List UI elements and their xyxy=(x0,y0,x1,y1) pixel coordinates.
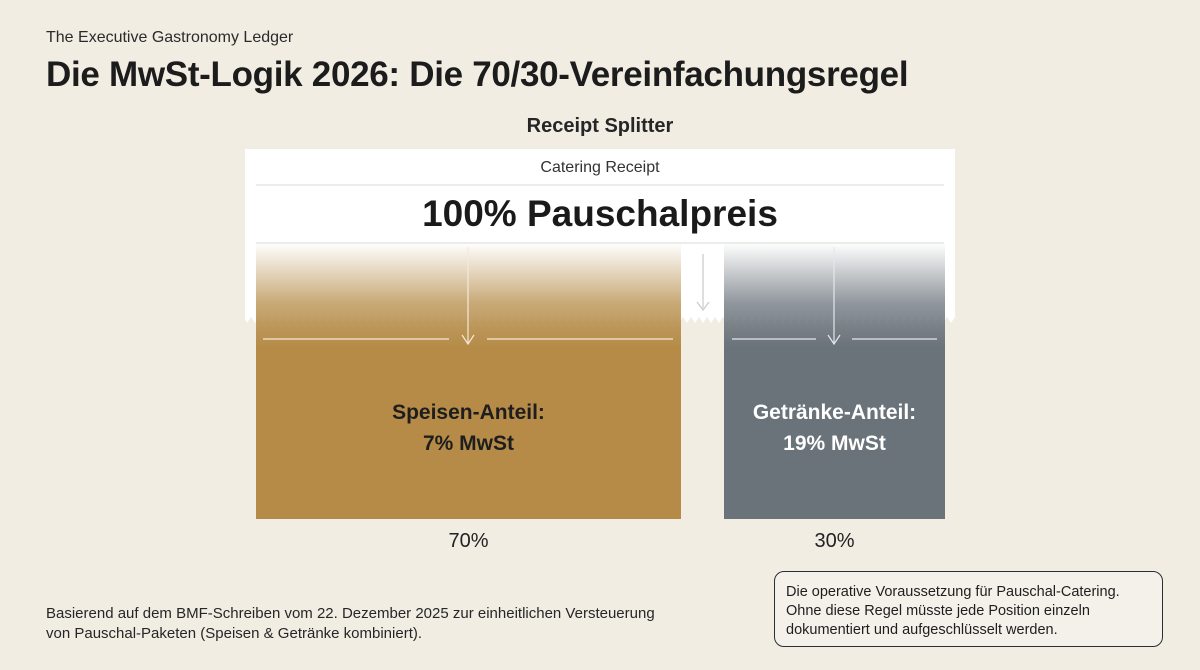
food-share-bar: Speisen-Anteil: 7% MwSt xyxy=(256,243,681,519)
receipt-total: 100% Pauschalpreis xyxy=(422,193,778,234)
drink-arrow xyxy=(732,247,937,346)
food-tax-rate: 7% MwSt xyxy=(422,432,514,455)
callout-box: Die operative Voraussetzung für Pauschal… xyxy=(774,571,1163,647)
drink-tax-rate: 19% MwSt xyxy=(783,432,886,455)
receipt-label: Catering Receipt xyxy=(540,159,660,176)
drink-share-percent: 30% xyxy=(814,530,855,552)
eyebrow: The Executive Gastronomy Ledger xyxy=(46,29,294,46)
split-arrow-center xyxy=(696,254,710,311)
food-share-label: Speisen-Anteil: xyxy=(392,401,545,424)
page-title: Die MwSt-Logik 2026: Die 70/30-Vereinfac… xyxy=(46,55,909,94)
drink-share-label: Getränke-Anteil: xyxy=(752,401,917,424)
drink-share-bar: Getränke-Anteil: 19% MwSt xyxy=(724,243,945,519)
section-title: Receipt Splitter xyxy=(526,115,674,137)
food-share-percent: 70% xyxy=(448,530,489,552)
food-share-text: Speisen-Anteil: 7% MwSt xyxy=(256,397,681,459)
source-note: Basierend auf dem BMF-Schreiben vom 22. … xyxy=(46,605,655,642)
drink-share-text: Getränke-Anteil: 19% MwSt xyxy=(724,397,945,459)
food-arrow xyxy=(263,247,673,346)
